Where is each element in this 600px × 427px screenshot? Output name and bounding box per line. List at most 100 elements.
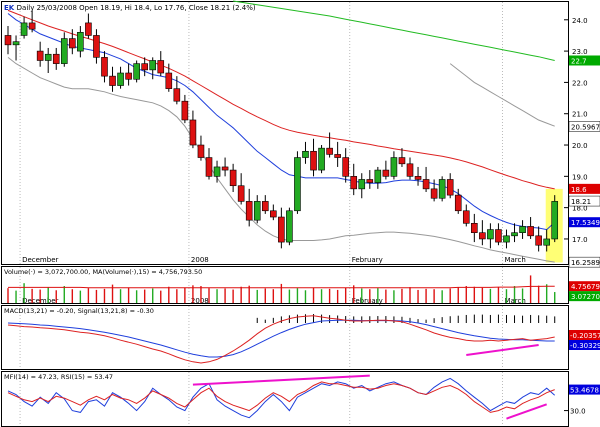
price-tick-label: 24.0 — [572, 17, 588, 25]
candle — [101, 57, 108, 77]
candle — [294, 157, 301, 212]
candle — [390, 157, 398, 177]
candle — [350, 176, 358, 190]
candle — [462, 210, 470, 224]
candle — [535, 235, 542, 246]
symbol: EK — [4, 4, 17, 12]
candle — [28, 22, 36, 30]
candle — [527, 226, 534, 237]
mfi-legend: MFI(14) = 47.23, RSI(15) = 53.47 — [4, 373, 113, 381]
candle — [60, 38, 68, 64]
candle — [358, 179, 366, 190]
candle — [270, 210, 277, 218]
price-tick-label: 21.0 — [572, 111, 588, 119]
candle — [117, 72, 124, 86]
macd-signal-line — [7, 319, 555, 358]
candle — [487, 229, 494, 240]
candle — [69, 38, 76, 49]
candle — [12, 41, 20, 46]
mfi-line — [7, 377, 556, 419]
candle — [149, 60, 157, 71]
candle — [398, 157, 406, 165]
candle — [430, 188, 438, 199]
candle — [44, 53, 52, 61]
price-tick-label: 17.0 — [572, 236, 588, 244]
macd-label-box — [569, 330, 600, 340]
price-label-box — [568, 256, 600, 268]
macd-label-value: -0.20357 — [570, 332, 600, 340]
volume-label-box — [569, 281, 600, 292]
price-label-box — [569, 55, 600, 66]
mfi-label-value: 53.4678 — [570, 387, 599, 395]
candle — [261, 201, 269, 212]
candle — [286, 210, 293, 243]
price-label-box — [568, 195, 600, 207]
candle — [253, 201, 261, 221]
candle — [519, 226, 526, 233]
price-label-value: 18.6 — [571, 186, 587, 194]
x-axis-label: 2008 — [191, 256, 209, 264]
header-ohlc: Daily 25/03/2008 Open 18.19, Hi 18.4, Lo… — [17, 4, 256, 12]
macd-label-box — [569, 340, 600, 350]
price-label-box — [569, 217, 600, 228]
candle — [36, 50, 44, 61]
candle — [133, 63, 140, 80]
candle — [302, 150, 309, 158]
candle — [77, 32, 84, 52]
candle — [334, 154, 341, 158]
candle — [374, 169, 382, 183]
candle — [245, 201, 253, 221]
candle — [141, 63, 148, 71]
candle — [495, 229, 502, 243]
price-label-value: 17.5349 — [571, 219, 600, 227]
candle — [109, 75, 116, 86]
candle — [157, 60, 165, 74]
price-label-box — [569, 183, 600, 194]
candle — [326, 147, 333, 155]
candle — [543, 238, 550, 246]
mfi-trendline-bottom — [506, 403, 548, 420]
candle — [318, 147, 325, 171]
price-tick-label: 22.0 — [572, 79, 588, 87]
chart-header: EK Daily 25/03/2008 Open 18.19, Hi 18.4,… — [4, 4, 256, 12]
volume-label-value: 3.07270 — [571, 293, 600, 301]
candle — [278, 216, 285, 243]
candle — [229, 169, 237, 187]
macd-label-value: -0.30329 — [570, 342, 600, 350]
candle — [310, 150, 317, 171]
candle — [125, 72, 132, 80]
mfi-trendline-top — [192, 374, 370, 386]
price-tick-label: 23.0 — [572, 48, 588, 56]
candle — [503, 235, 510, 243]
candle — [52, 53, 60, 64]
candle — [382, 169, 390, 177]
candle — [181, 100, 189, 121]
price-tick-label: 19.0 — [572, 173, 588, 181]
x-axis-label: February — [352, 297, 383, 305]
macd-line — [7, 315, 555, 364]
price-tick-label: 18.0 — [572, 205, 588, 213]
macd-legend: MACD(13,21) = -0.20, Signal(13,21,8) = -… — [4, 307, 154, 315]
candle — [189, 119, 197, 146]
candle — [511, 232, 518, 237]
price-label-box — [568, 121, 600, 132]
volume-label-value: 4.75679 — [571, 283, 600, 291]
x-axis-label: February — [352, 256, 383, 264]
price-label-value: 22.7 — [571, 57, 587, 65]
candle — [213, 166, 221, 177]
candle — [479, 232, 486, 240]
mfi-label-box — [569, 405, 600, 416]
x-axis-label: 2008 — [191, 297, 209, 305]
volume-label-box — [569, 291, 600, 302]
x-axis-label: March — [504, 256, 525, 264]
rsi-line — [7, 381, 555, 413]
candle — [205, 157, 213, 177]
candle — [422, 179, 430, 190]
candle — [414, 176, 422, 180]
price-label-value: 18.21 — [571, 198, 591, 206]
price-tick-label: 20.0 — [572, 142, 588, 150]
candle — [197, 144, 205, 158]
candle — [20, 22, 28, 36]
price-panel — [1, 1, 569, 265]
